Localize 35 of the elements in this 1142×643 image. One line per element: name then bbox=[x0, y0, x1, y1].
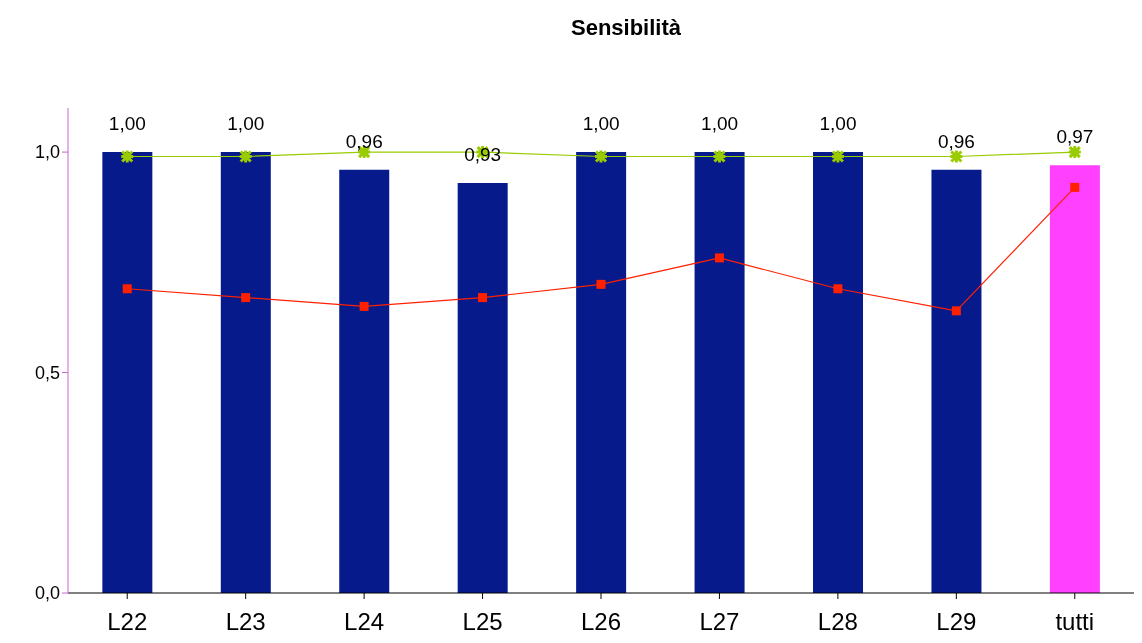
point bbox=[478, 293, 488, 303]
point bbox=[596, 279, 606, 289]
data-label: 1,00 bbox=[701, 113, 739, 135]
data-label: 1,00 bbox=[819, 113, 857, 135]
y-tick-label: 0,0 bbox=[34, 583, 60, 604]
x-tick-label: L25 bbox=[462, 608, 503, 636]
y-tick-label: 0,5 bbox=[34, 362, 60, 383]
point bbox=[951, 306, 961, 316]
x-tick-label: L27 bbox=[699, 608, 740, 636]
data-label: 0,97 bbox=[1056, 126, 1094, 148]
data-label: 1,00 bbox=[108, 113, 146, 135]
point bbox=[593, 149, 609, 164]
x-tick-label: L24 bbox=[344, 608, 385, 636]
point bbox=[238, 149, 254, 164]
point bbox=[241, 293, 251, 303]
x-tick-label: L26 bbox=[580, 608, 622, 636]
x-tick-label: L23 bbox=[225, 608, 266, 636]
x-tick-label: L22 bbox=[107, 608, 148, 636]
point bbox=[714, 253, 724, 263]
point bbox=[119, 149, 135, 164]
data-label: 1,00 bbox=[582, 113, 620, 135]
chart-title: Sensibilità bbox=[569, 14, 682, 42]
data-label: 0,96 bbox=[937, 130, 975, 152]
y-tick-label: 1,0 bbox=[34, 142, 60, 163]
data-label: 0,96 bbox=[345, 130, 383, 152]
x-tick-label: L29 bbox=[936, 608, 977, 636]
data-label: 1,00 bbox=[227, 113, 265, 135]
point bbox=[833, 284, 843, 294]
x-tick-label: L28 bbox=[817, 608, 858, 636]
point bbox=[1070, 182, 1080, 192]
point bbox=[711, 149, 727, 164]
point bbox=[122, 284, 132, 294]
point bbox=[359, 301, 369, 311]
point bbox=[830, 149, 846, 164]
x-tick-label: tutti bbox=[1055, 608, 1095, 636]
